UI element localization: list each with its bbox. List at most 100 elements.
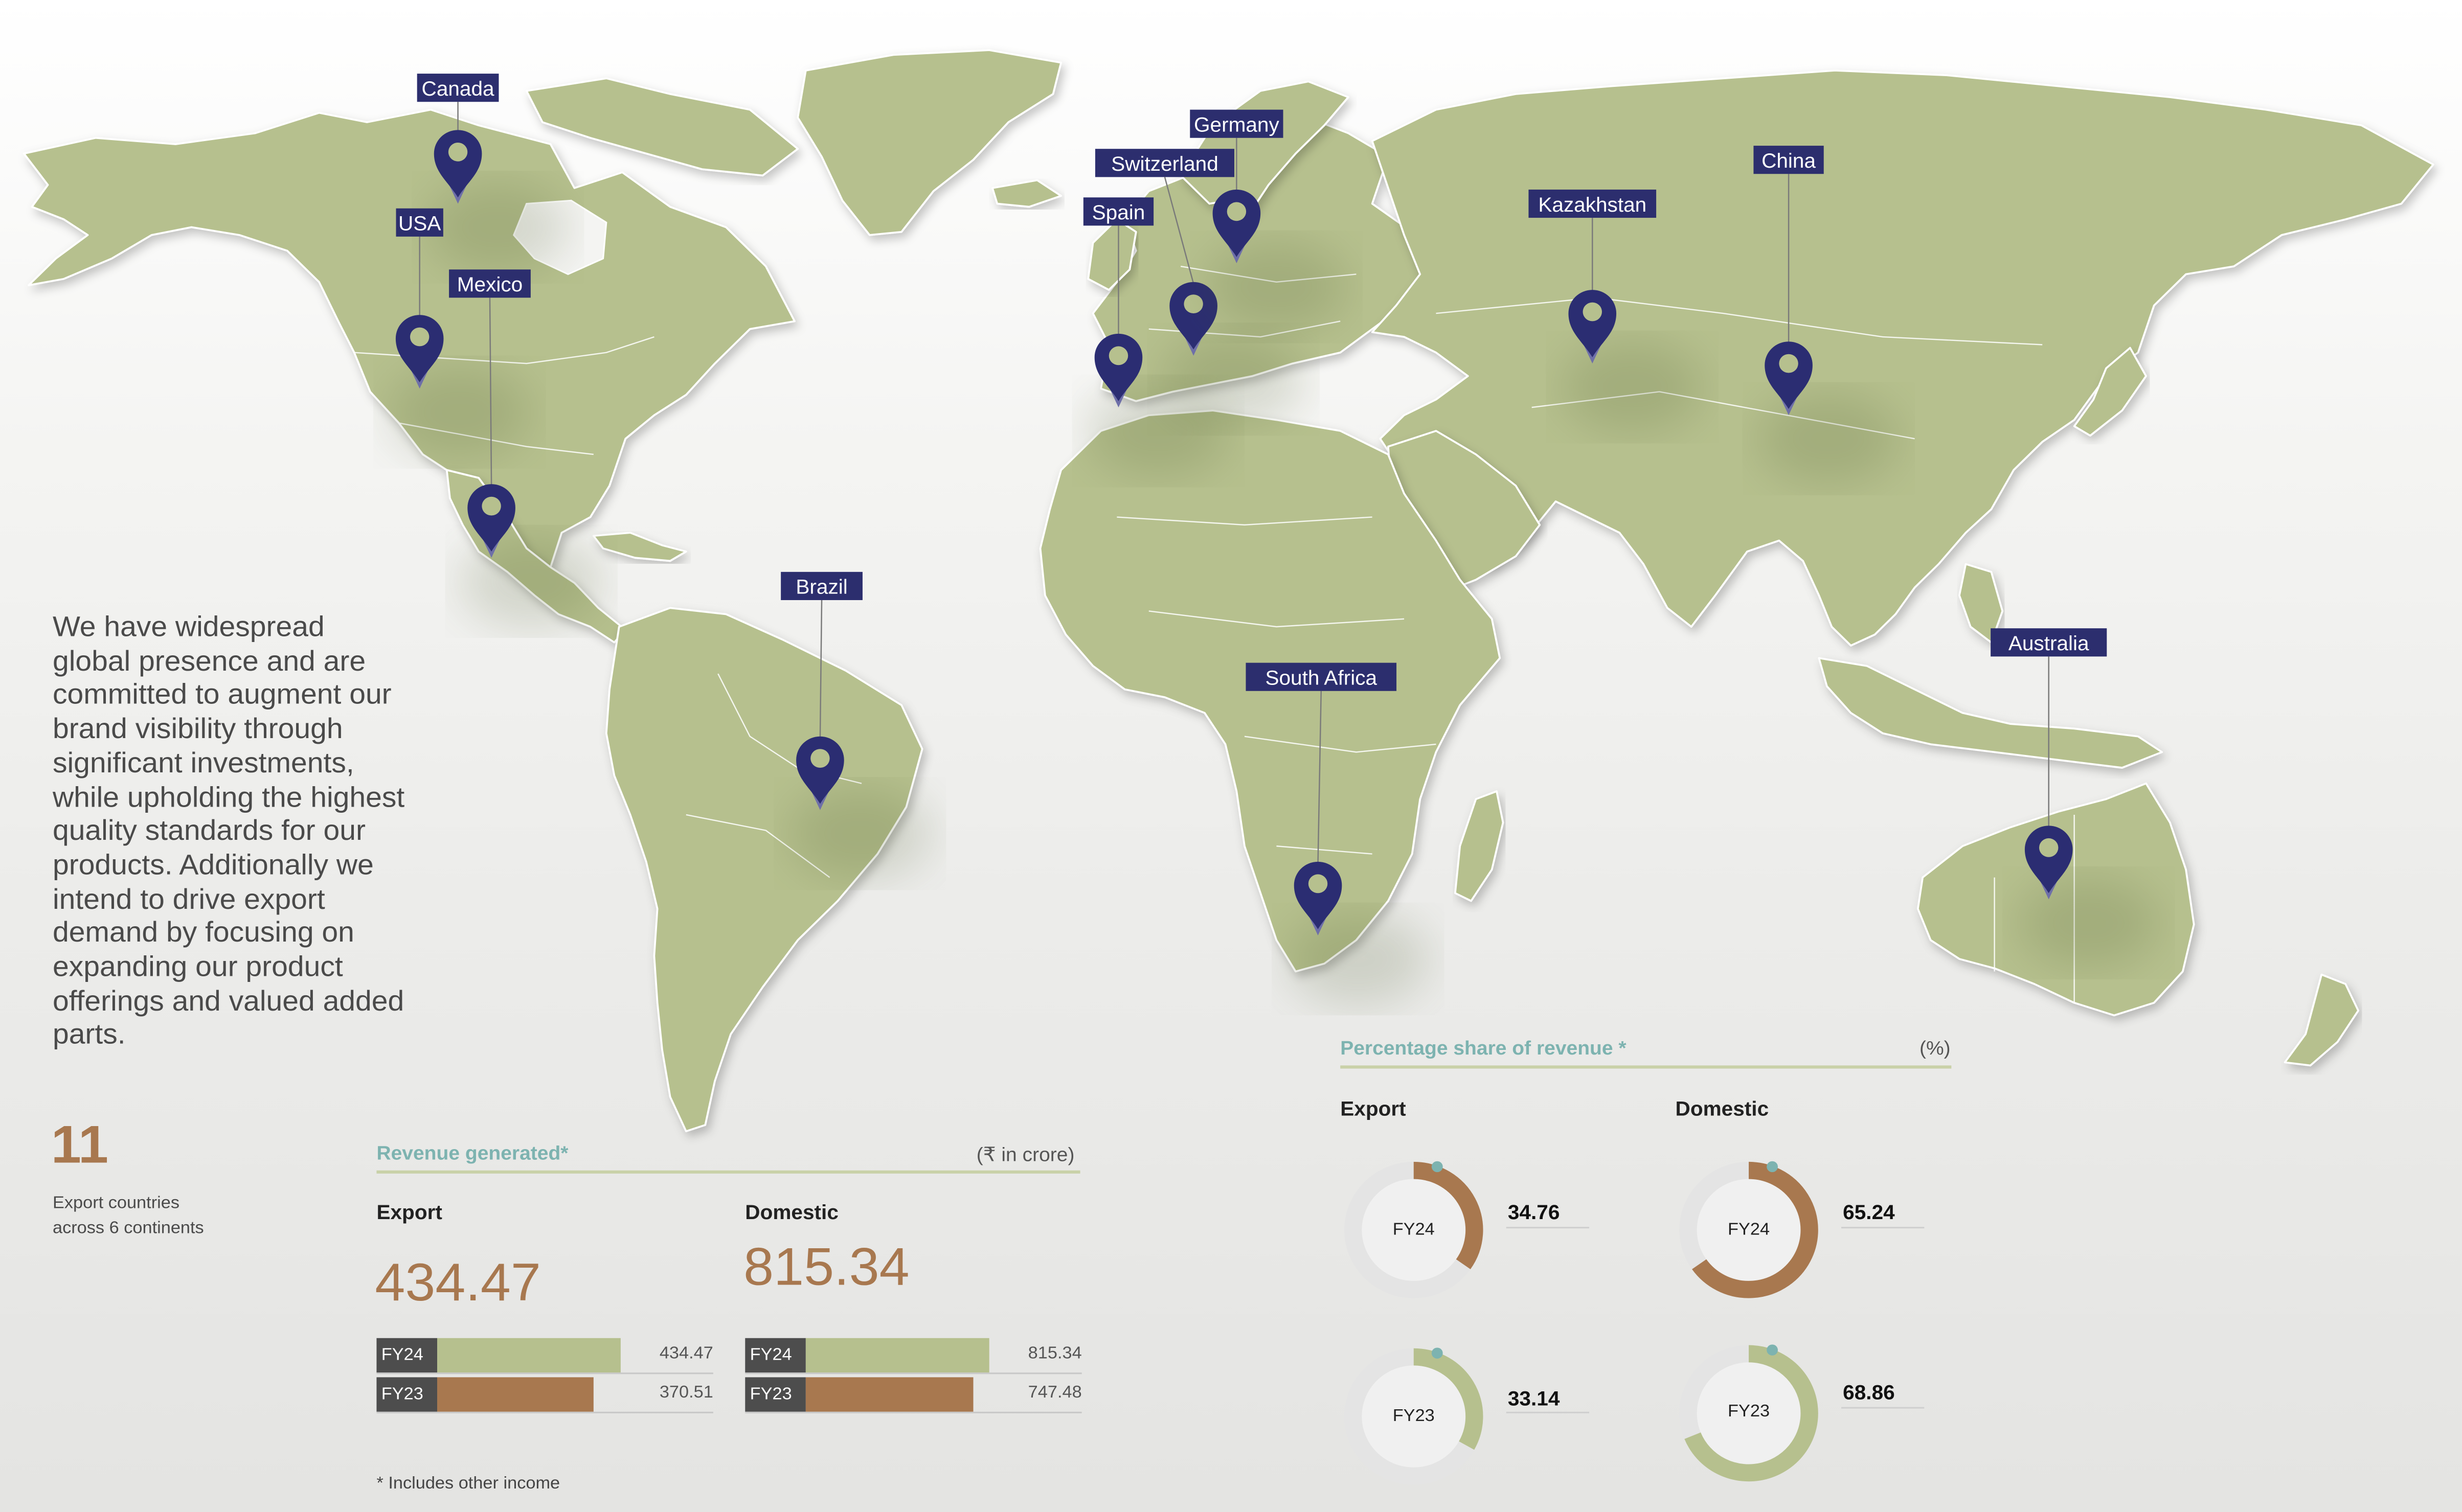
map-pin-icon (395, 315, 444, 382)
pin-mexico: Mexico (449, 269, 603, 629)
bar-baseline (745, 1411, 1082, 1413)
map-pin-icon (1765, 341, 1813, 409)
map-pin-icon (467, 484, 515, 552)
pin-label-background (1991, 628, 2107, 657)
pin-south-africa: South Africa (1246, 662, 1430, 1006)
japan-landmass (2073, 347, 2147, 437)
share-section-title: Percentage share of revenue * (1340, 1037, 1627, 1060)
map-pin-icon (1294, 861, 1342, 929)
pin-label: Australia (2008, 632, 2089, 655)
pin-label: Mexico (457, 273, 523, 296)
count-caption-line1: Export countries (52, 1194, 180, 1213)
donut-arc (1684, 1345, 1818, 1482)
pin-center-dot (2039, 838, 2059, 857)
pin-label: South Africa (1265, 667, 1377, 690)
pct-underline (1841, 1407, 1925, 1409)
pin-leader-line (1164, 177, 1194, 284)
pin-shadow (1161, 332, 1305, 426)
pin-label-background (417, 74, 499, 102)
bar-year-tag: FY23 (376, 1377, 438, 1412)
share-domestic-fy24-value: 65.24 (1843, 1200, 1895, 1224)
pin-label-background (396, 208, 443, 237)
intro-paragraph: We have widespread global presence and a… (52, 609, 405, 1051)
bar-value: 434.47 (659, 1344, 713, 1363)
pin-label: Kazakhstan (1538, 193, 1646, 216)
country-pins: Canada USA Mexico Brazil Spain Switzerland Ger… (388, 74, 2161, 1006)
pin-shadow (1756, 392, 1901, 486)
caribbean-landmass (592, 532, 687, 562)
revenue-divider (376, 1170, 1080, 1174)
share-unit-label: (%) (1919, 1037, 1951, 1060)
pin-center-dot (1308, 874, 1328, 894)
donut-center (1697, 1362, 1801, 1464)
pin-shadow (1560, 340, 1704, 434)
donut-center (1697, 1179, 1801, 1281)
bar-value: 370.51 (659, 1383, 713, 1403)
map-pin-icon (434, 130, 482, 198)
pin-china: China (1753, 146, 1901, 486)
donut-domestic-fy23 (1679, 1344, 1818, 1482)
pct-underline (1506, 1227, 1590, 1229)
donut-marker-dot (1431, 1161, 1443, 1173)
bar-baseline (745, 1372, 1082, 1374)
pct-underline (1841, 1227, 1925, 1229)
pin-usa: USA (388, 208, 532, 460)
revenue-export-heading: Export (376, 1200, 442, 1224)
revenue-section-title: Revenue generated* (376, 1142, 569, 1164)
pin-label-background (1083, 197, 1154, 226)
donut-year-label: FY24 (1392, 1220, 1435, 1240)
pin-shadow (388, 365, 532, 460)
donut-arc (1692, 1161, 1818, 1298)
revenue-domestic-heading: Domestic (745, 1200, 839, 1224)
pin-label-background (449, 269, 531, 298)
pin-leader-line (1317, 691, 1322, 864)
export-country-count: 11 (51, 1115, 109, 1175)
bar-year-tag: FY24 (376, 1338, 438, 1373)
bar-value: 815.34 (1028, 1344, 1082, 1363)
map-pin-icon (1094, 333, 1143, 401)
pin-label: Spain (1092, 201, 1145, 224)
pin-label: Switzerland (1111, 152, 1218, 175)
pin-label: Germany (1194, 113, 1280, 136)
pin-center-dot (1227, 202, 1247, 221)
southeast-asia-islands-landmass (1818, 657, 2163, 769)
new-zealand-landmass (2284, 973, 2359, 1067)
pin-label: China (1761, 149, 1816, 172)
pin-center-dot (410, 327, 430, 347)
pin-label-background (1528, 189, 1657, 218)
pin-shadow (2017, 876, 2161, 970)
map-pin-icon (796, 736, 844, 804)
donut-arc (1413, 1161, 1483, 1269)
pin-shadow (1204, 239, 1348, 334)
share-export-fy24-value: 34.76 (1507, 1200, 1560, 1224)
pin-shadow (459, 534, 603, 629)
donut-export-fy24 (1344, 1161, 1483, 1298)
revenue-unit-label: (₹ in crore) (976, 1143, 1075, 1166)
pin-label-background (1095, 149, 1235, 177)
share-domestic-fy23-value: 68.86 (1843, 1380, 1895, 1404)
donut-export-fy23 (1344, 1347, 1483, 1485)
revenue-export-value: 434.47 (375, 1253, 541, 1313)
bar-baseline (376, 1372, 713, 1374)
donut-arc (1413, 1348, 1483, 1450)
revenue-domestic-value: 815.34 (743, 1238, 910, 1298)
bar-fill (805, 1338, 989, 1373)
pin-label: Canada (422, 77, 495, 100)
pin-shadow (1286, 912, 1430, 1006)
bar-fill (805, 1377, 974, 1412)
share-export-fy23-value: 33.14 (1507, 1386, 1560, 1410)
donut-marker-dot (1767, 1161, 1778, 1173)
pin-center-dot (482, 496, 501, 516)
bar-year-tag: FY23 (745, 1377, 806, 1412)
pin-leader-line (489, 297, 492, 486)
pin-center-dot (1184, 294, 1203, 314)
pin-center-dot (1779, 354, 1798, 373)
pin-australia: Australia (1991, 628, 2161, 970)
pin-label: Brazil (796, 576, 847, 599)
bar-fill (437, 1377, 594, 1412)
pin-leader-line (819, 600, 823, 738)
donut-marker-dot (1767, 1344, 1778, 1356)
pin-label: USA (398, 212, 441, 235)
pin-label-background (1190, 109, 1283, 138)
